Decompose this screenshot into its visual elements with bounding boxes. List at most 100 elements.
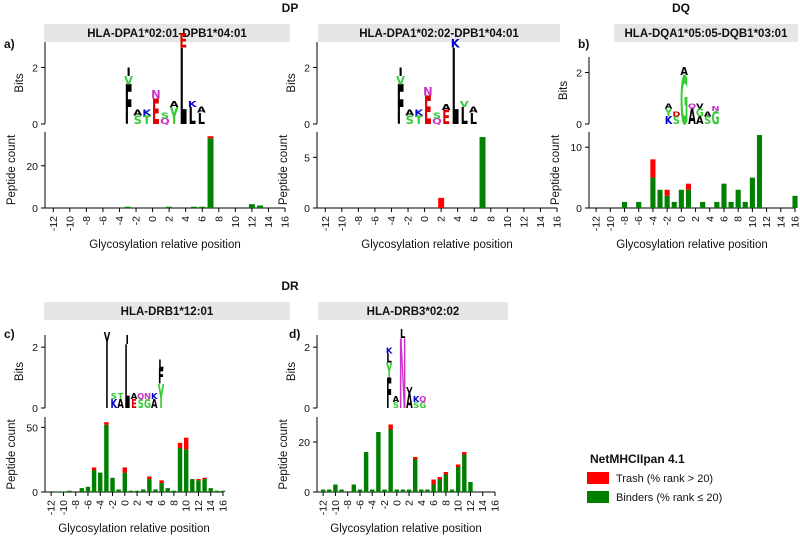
x-tick-label: 10: [502, 216, 514, 228]
x-tick-label: 2: [404, 500, 416, 506]
y-tick-label: 0: [576, 203, 582, 215]
logo-letter: A: [680, 67, 688, 78]
bar-binders: [431, 484, 436, 492]
logo-letter: I: [105, 325, 108, 431]
bar-binders: [394, 489, 400, 492]
group-label-dp: DP: [282, 1, 299, 15]
bar-trash: [159, 480, 164, 483]
y-tick-label: 0: [32, 203, 38, 215]
y-tick-label: 20: [298, 437, 310, 449]
logo-letter: E: [152, 93, 160, 133]
logo-letter: E: [442, 106, 450, 129]
bar-binders: [327, 489, 332, 492]
bar-trash: [147, 476, 152, 480]
y-tick-label: 0: [32, 487, 38, 499]
x-tick-label: 8: [485, 216, 497, 222]
panel-letter: b): [578, 37, 589, 51]
logo-letter: V: [406, 385, 413, 395]
x-tick-label: 4: [144, 500, 156, 506]
x-tick-label: 2: [132, 500, 144, 506]
bar-binders: [196, 480, 201, 492]
logo-letter: K: [386, 345, 393, 355]
x-tick-label: -12: [48, 216, 60, 231]
x-tick-label: 8: [733, 216, 745, 222]
bar-binders: [98, 472, 103, 492]
x-tick-label: -8: [342, 500, 354, 509]
legend-title: NetMHCIIpan 4.1: [590, 452, 685, 466]
logo-letter: L: [386, 351, 392, 366]
y-axis-label: Peptide count: [550, 134, 562, 205]
logo-letter: G: [696, 108, 704, 119]
logo-letter: N: [151, 87, 161, 101]
bar-trash: [196, 479, 201, 481]
x-tick-label: -4: [386, 216, 398, 225]
logo-letter: S: [433, 112, 441, 121]
x-tick-label: 8: [213, 216, 225, 222]
bar-binders: [128, 490, 134, 492]
bar-binders: [339, 489, 344, 492]
logo-letter: A: [117, 396, 124, 411]
x-tick-label: -8: [619, 216, 631, 225]
logo-letter: S: [393, 400, 399, 410]
logo-y-tick-label: 0: [576, 119, 582, 131]
logo-letter: I: [398, 65, 402, 79]
bar-binders: [650, 177, 656, 208]
logo-y-tick-label: 2: [32, 62, 38, 74]
logo-y-tick-label: 2: [576, 67, 582, 79]
logo-letter: V: [460, 101, 469, 110]
logo-y-tick-label: 2: [32, 342, 38, 354]
bar-binders: [67, 490, 72, 492]
panel-title: HLA-DRB1*12:01: [121, 306, 214, 318]
bar-binders: [177, 448, 183, 492]
bar-trash: [650, 159, 656, 178]
logo-letter: A: [197, 106, 206, 115]
logo-letter: T: [118, 391, 124, 401]
x-tick-label: -6: [633, 216, 645, 225]
logo-letter: Y: [386, 358, 393, 383]
logo-letter: L: [125, 326, 130, 429]
bar-binders: [742, 201, 748, 208]
x-tick-label: 2: [164, 216, 176, 222]
logo-letter: Q: [160, 118, 170, 127]
x-tick-label: 12: [193, 500, 205, 512]
bar-binders: [749, 177, 755, 208]
bar-binders: [728, 201, 734, 208]
bar-binders: [388, 429, 393, 492]
bar-binders: [382, 489, 387, 492]
logo-letter: F: [125, 76, 133, 138]
bar-binders: [165, 488, 170, 492]
panel-title-strip: [44, 302, 290, 320]
bar-binders: [207, 138, 214, 208]
x-tick-label: 14: [205, 500, 217, 512]
bar-binders: [220, 490, 226, 492]
bar-trash: [207, 136, 214, 139]
x-tick-label: -10: [58, 500, 70, 515]
logo-letter: Q: [137, 391, 144, 401]
x-axis-label: Glycosylation relative position: [616, 239, 768, 251]
bar-binders: [140, 489, 146, 492]
panel-title-strip: [318, 302, 508, 320]
x-tick-label: -8: [81, 216, 93, 225]
logo-letter: T: [143, 113, 151, 127]
bar-binders: [370, 489, 375, 492]
logo-letter: A: [442, 103, 451, 112]
x-tick-label: 16: [552, 216, 564, 228]
x-tick-label: 12: [465, 500, 477, 512]
logo-letter: Q: [432, 118, 442, 127]
bar-binders: [700, 201, 706, 208]
x-tick-label: -6: [82, 500, 94, 509]
bar-trash: [455, 464, 461, 467]
x-tick-label: -10: [330, 500, 342, 515]
logo-letter: F: [158, 364, 164, 389]
logo-y-tick-label: 2: [304, 62, 310, 74]
x-tick-label: 16: [280, 216, 292, 228]
x-tick-label: 6: [197, 216, 209, 222]
logo-letter: E: [424, 89, 432, 134]
legend-label-trash: Trash (% rank > 20): [616, 473, 713, 485]
